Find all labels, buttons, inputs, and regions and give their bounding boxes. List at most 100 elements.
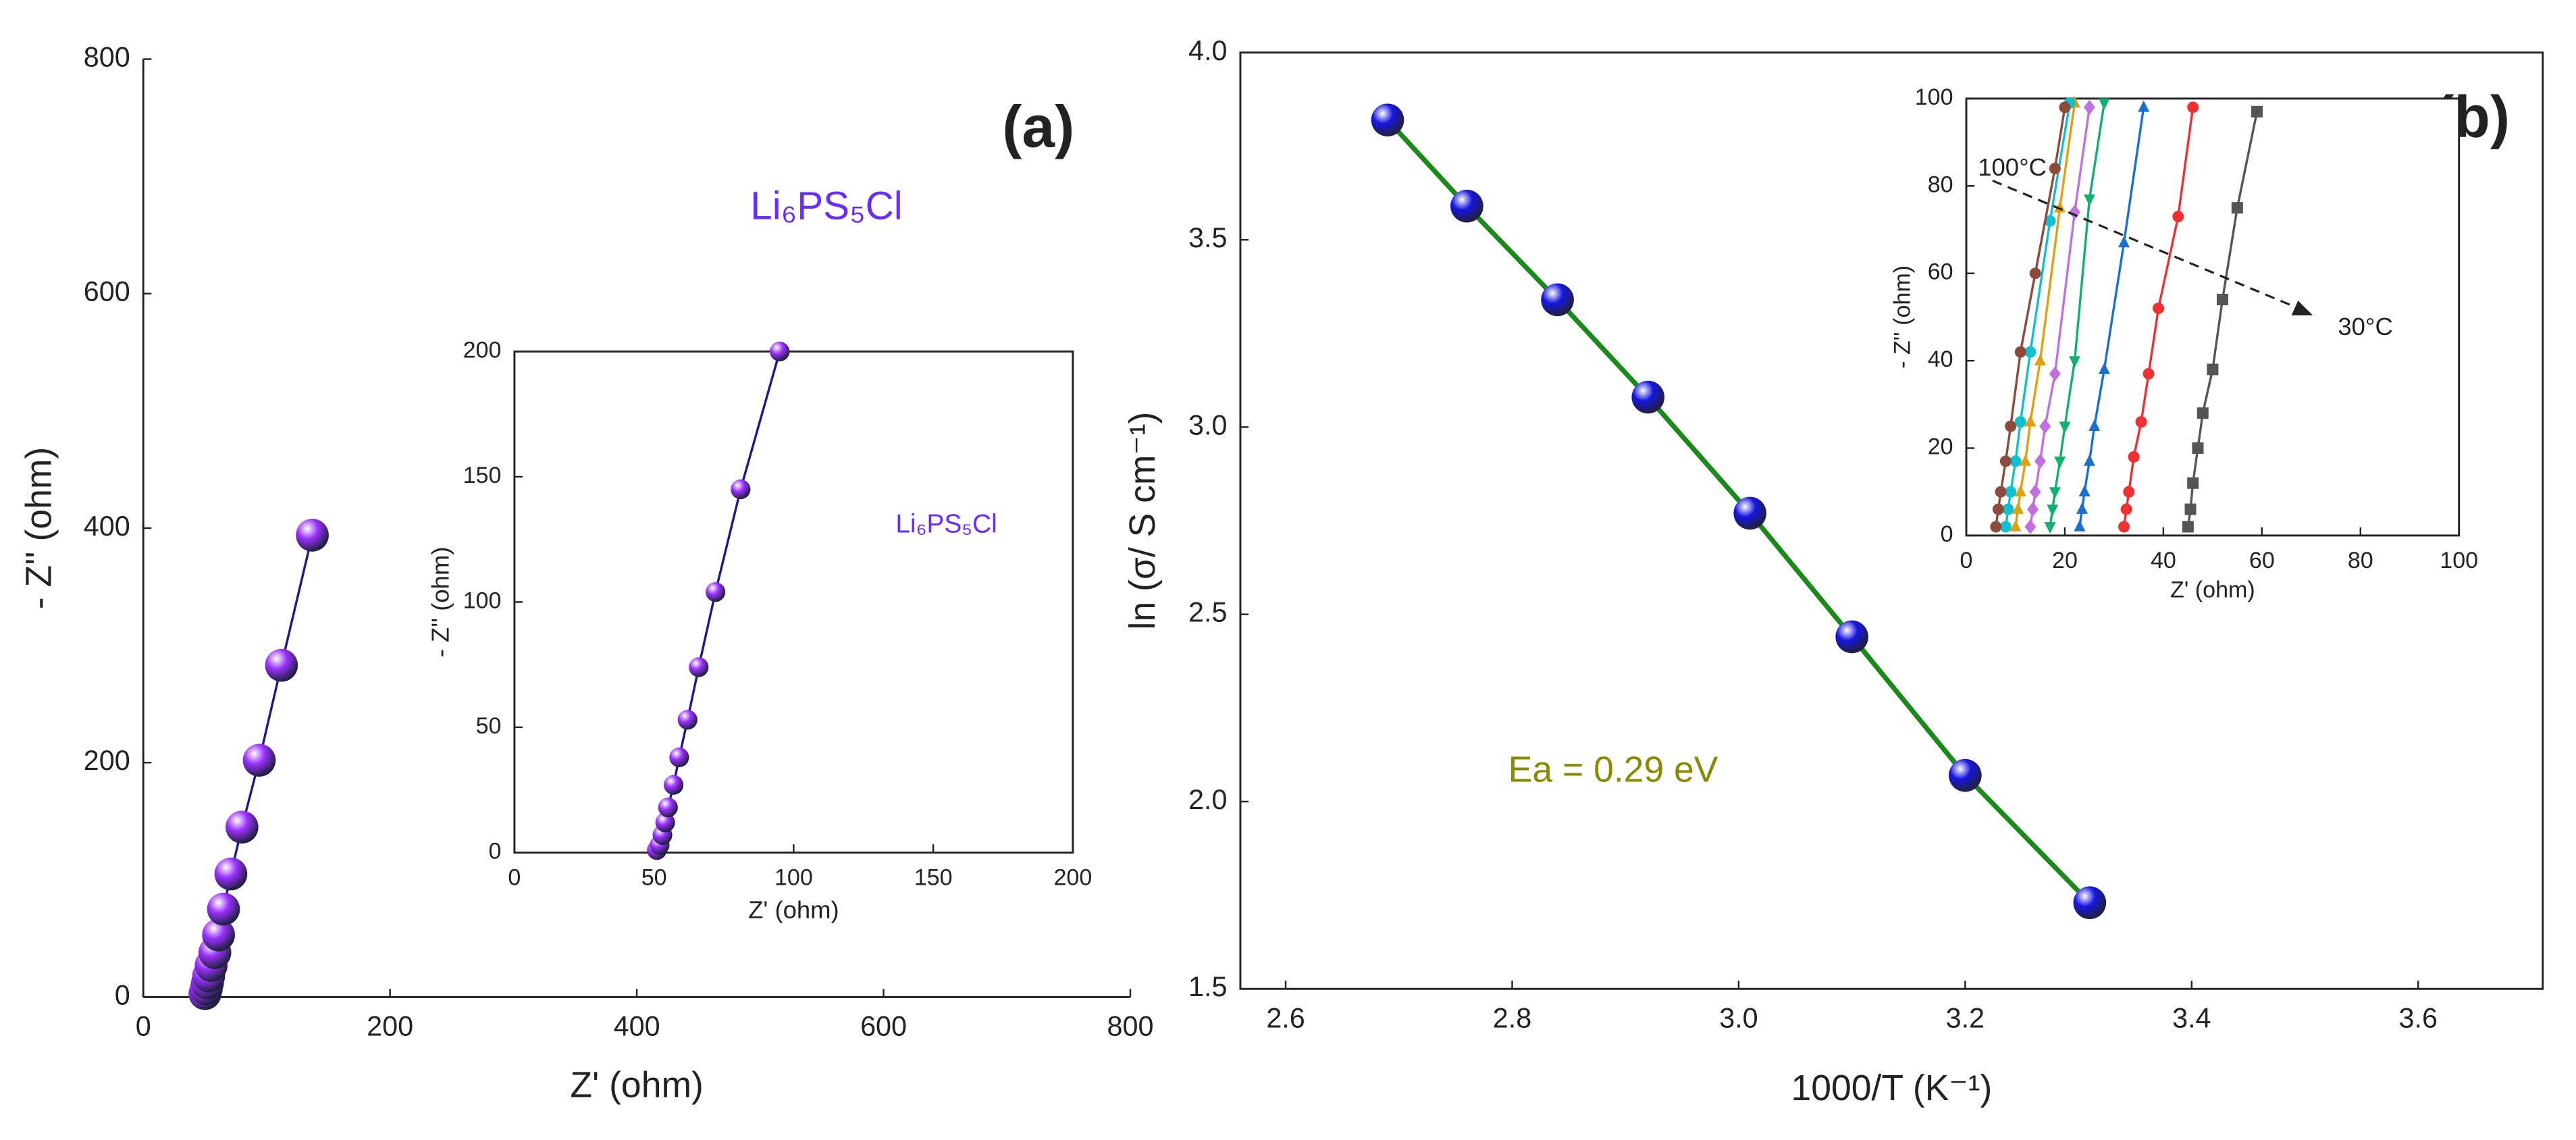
x-tick-label: 200 — [1053, 864, 1092, 890]
point — [689, 657, 709, 677]
x-axis-label: Z' (ohm) — [2170, 577, 2255, 603]
point — [2120, 503, 2132, 515]
y-tick-label: 2.0 — [1188, 784, 1227, 815]
point — [2184, 503, 2197, 515]
plot-bg — [1966, 98, 2459, 536]
point — [1450, 189, 1483, 223]
x-tick-label: 3.2 — [1946, 1002, 1984, 1033]
x-axis-label: 1000/T (K⁻¹) — [1791, 1068, 1992, 1108]
point — [2098, 362, 2110, 374]
point — [2009, 519, 2022, 532]
plot-bg — [514, 351, 1073, 853]
point — [2009, 455, 2022, 467]
y-axis-label: - Z'' (ohm) — [20, 447, 59, 609]
x-tick-label: 80 — [2348, 548, 2373, 573]
x-tick-label: 0 — [1960, 548, 1973, 573]
y-tick-label: 3.5 — [1188, 222, 1227, 253]
y-tick-label: 200 — [84, 745, 130, 776]
x-tick-label: 600 — [860, 1011, 907, 1042]
y-tick-label: 2.5 — [1188, 597, 1227, 628]
y-tick-label: 400 — [84, 511, 130, 542]
series-line — [1386, 118, 2092, 905]
y-tick-label: 40 — [1928, 346, 1953, 372]
x-axis-label: Z' (ohm) — [570, 1065, 703, 1105]
point — [1949, 758, 1982, 792]
y-tick-label: 3.0 — [1188, 409, 1227, 440]
y-axis-label: ln (σ/ S cm⁻¹) — [1123, 412, 1163, 630]
point — [2054, 201, 2066, 213]
point — [2059, 101, 2071, 113]
point — [2044, 215, 2056, 227]
point — [1999, 521, 2012, 533]
point — [1995, 486, 2007, 498]
point — [706, 581, 726, 602]
point — [2187, 477, 2199, 489]
x-tick-label: 150 — [914, 864, 953, 890]
point — [2182, 521, 2194, 533]
annotation: (a) — [1002, 94, 1074, 160]
point — [2153, 302, 2165, 315]
point — [2187, 101, 2199, 113]
point — [2024, 519, 2036, 535]
point — [2029, 267, 2041, 280]
point — [2118, 236, 2130, 248]
point — [2049, 487, 2061, 499]
point — [296, 519, 329, 552]
point — [2083, 454, 2095, 466]
x-tick-label: 20 — [2052, 548, 2078, 573]
point — [2076, 502, 2088, 514]
y-tick-label: 0 — [489, 838, 502, 864]
y-tick-label: 0 — [115, 979, 130, 1010]
annotation: 30°C — [2338, 313, 2393, 340]
y-tick-label: 20 — [1928, 434, 1953, 460]
point — [2192, 442, 2204, 455]
point — [2014, 346, 2026, 358]
point — [2027, 502, 2039, 517]
point — [2044, 522, 2056, 534]
y-tick-label: 100 — [1915, 84, 1953, 110]
y-axis-label: - Z'' (ohm) — [427, 547, 454, 658]
point — [2069, 205, 2081, 220]
point — [2020, 454, 2032, 466]
point — [1631, 380, 1665, 414]
x-tick-label: 100 — [774, 864, 813, 890]
axes-frame — [1965, 97, 2461, 537]
x-tick-label: 0 — [136, 1011, 151, 1042]
y-tick-label: 80 — [1928, 172, 1953, 197]
point — [731, 479, 751, 500]
point — [2054, 457, 2066, 469]
point — [242, 744, 276, 777]
point — [1733, 496, 1767, 530]
point — [2207, 363, 2219, 375]
y-tick-label: 600 — [84, 276, 130, 307]
x-tick-label: 100 — [2440, 548, 2478, 573]
annotation: Li₆PS₅Cl — [750, 184, 902, 228]
point — [2135, 416, 2147, 428]
point — [2216, 294, 2228, 306]
point — [2014, 416, 2026, 428]
point — [669, 747, 689, 767]
point — [770, 341, 790, 362]
point — [2128, 450, 2140, 463]
y-tick-label: 60 — [1928, 259, 1953, 285]
x-tick-label: 200 — [367, 1011, 413, 1042]
point — [2251, 105, 2263, 118]
point — [202, 918, 235, 952]
point — [2005, 486, 2017, 498]
arrow-head — [2291, 301, 2313, 315]
point — [2047, 504, 2059, 517]
x-tick-label: 2.6 — [1266, 1002, 1305, 1033]
point — [2014, 485, 2026, 497]
point — [655, 812, 675, 833]
y-tick-label: 100 — [463, 588, 502, 613]
point — [1999, 455, 2012, 467]
x-axis-label: Z' (ohm) — [748, 896, 839, 924]
point — [226, 810, 259, 844]
x-tick-label: 40 — [2151, 548, 2176, 573]
point — [1992, 503, 2004, 515]
x-tick-label: 60 — [2249, 548, 2275, 573]
point — [2024, 415, 2036, 427]
point — [2078, 485, 2091, 497]
